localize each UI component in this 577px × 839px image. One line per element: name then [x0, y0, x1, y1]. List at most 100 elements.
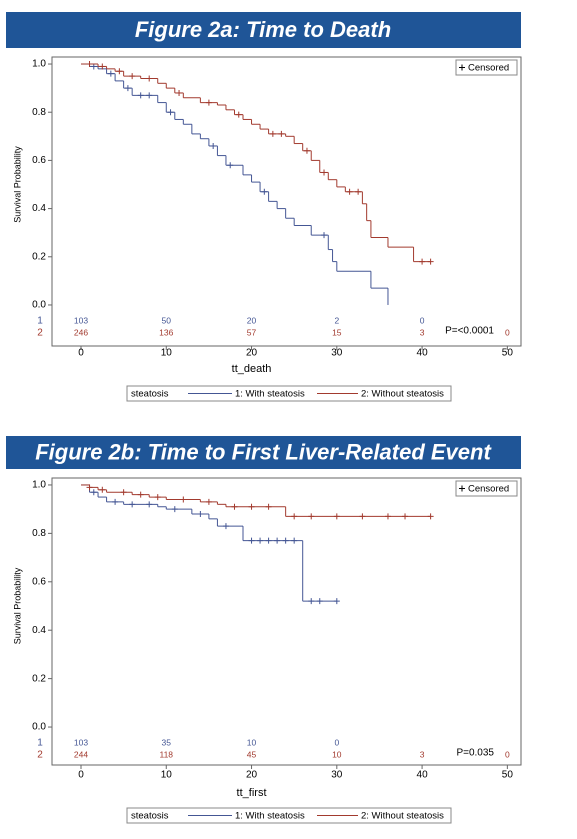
x-axis-label: tt_first: [237, 787, 267, 799]
legend-label: 2: Without steatosis: [361, 811, 444, 822]
censor-mark: [355, 188, 362, 195]
censor-mark: [227, 162, 234, 169]
y-tick-label: 0.0: [32, 300, 46, 311]
censor-mark: [384, 513, 391, 520]
x-tick-label: 50: [502, 348, 514, 359]
y-tick-label: 0.0: [32, 722, 46, 733]
risk-row-label: 1: [37, 738, 43, 749]
censor-mark: [291, 513, 298, 520]
censor-mark: [112, 498, 119, 505]
risk-row-label: 2: [37, 750, 43, 761]
at-risk-count: 57: [247, 327, 257, 337]
censored-legend-symbol: [459, 485, 465, 492]
x-tick-label: 30: [331, 770, 343, 781]
censor-mark: [308, 598, 315, 605]
censor-mark: [129, 501, 136, 508]
censor-mark: [99, 63, 106, 70]
p-value: P=<0.0001: [445, 326, 494, 337]
legend-label: 1: With steatosis: [235, 389, 305, 400]
at-risk-count: 118: [159, 749, 173, 759]
censored-legend-box: [455, 480, 518, 497]
censor-mark: [321, 169, 328, 176]
chart-title: Figure 2b: Time to First Liver-Related E…: [35, 439, 492, 464]
censor-mark: [197, 511, 204, 518]
censor-mark: [90, 489, 97, 496]
censored-legend-label: Censored: [468, 63, 509, 74]
censor-mark: [222, 523, 229, 530]
at-risk-count: 136: [159, 327, 173, 337]
censor-mark: [257, 537, 264, 544]
censor-mark: [427, 258, 434, 265]
censor-mark: [171, 506, 178, 513]
risk-row-label: 2: [37, 328, 43, 339]
at-risk-count: 103: [74, 737, 88, 747]
plot-frame: [51, 477, 522, 766]
at-risk-count: 103: [74, 315, 88, 325]
plot-frame: [51, 56, 522, 347]
x-tick-label: 0: [78, 348, 84, 359]
x-tick-label: 50: [502, 770, 514, 781]
censor-mark: [333, 513, 340, 520]
censor-mark: [235, 111, 242, 118]
censor-mark: [205, 99, 212, 106]
censor-mark: [303, 147, 310, 154]
at-risk-count: 0: [505, 327, 510, 337]
legend-box: [126, 807, 452, 824]
p-value: P=0.035: [456, 748, 494, 759]
at-risk-count: 244: [74, 749, 88, 759]
censor-mark: [124, 85, 131, 92]
censor-mark: [261, 188, 268, 195]
at-risk-count: 3: [420, 749, 425, 759]
y-tick-label: 0.4: [32, 625, 46, 636]
censor-mark: [210, 142, 217, 149]
y-axis-label: Survival Probability: [12, 567, 22, 644]
censor-mark: [231, 503, 238, 510]
legend-box: [126, 385, 452, 402]
y-tick-label: 0.2: [32, 251, 46, 262]
y-tick-label: 0.2: [32, 673, 46, 684]
censor-mark: [282, 537, 289, 544]
x-tick-label: 40: [417, 770, 429, 781]
risk-row-label: 1: [37, 316, 43, 327]
legend-label: 2: Without steatosis: [361, 389, 444, 400]
censor-mark: [248, 537, 255, 544]
y-tick-label: 1.0: [32, 480, 46, 491]
x-tick-label: 0: [78, 770, 84, 781]
censor-mark: [146, 92, 153, 99]
legend-title: steatosis: [131, 811, 169, 822]
title-banner: [6, 12, 521, 48]
at-risk-count: 0: [505, 749, 510, 759]
censor-mark: [248, 503, 255, 510]
censor-mark: [427, 513, 434, 520]
chart-title: Figure 2a: Time to Death: [135, 17, 391, 42]
censor-mark: [205, 498, 212, 505]
at-risk-count: 3: [420, 327, 425, 337]
censor-mark: [180, 496, 187, 503]
x-tick-label: 40: [417, 348, 429, 359]
x-axis-label: tt_death: [232, 363, 272, 375]
y-tick-label: 0.4: [32, 203, 46, 214]
censor-mark: [346, 188, 353, 195]
at-risk-count: 50: [162, 315, 172, 325]
at-risk-count: 0: [334, 737, 339, 747]
at-risk-count: 0: [420, 315, 425, 325]
censor-mark: [116, 68, 123, 75]
censor-mark: [120, 489, 127, 496]
censored-legend-symbol: [459, 64, 465, 71]
x-tick-label: 10: [161, 770, 173, 781]
title-banner: [6, 436, 521, 469]
x-tick-label: 20: [246, 348, 258, 359]
censor-mark: [265, 503, 272, 510]
censor-mark: [316, 598, 323, 605]
y-axis-label: Survival Probability: [12, 146, 22, 223]
censor-mark: [402, 513, 409, 520]
legend-title: steatosis: [131, 389, 169, 400]
censored-legend-label: Censored: [468, 484, 509, 495]
censor-mark: [359, 513, 366, 520]
censor-mark: [269, 130, 276, 137]
censor-mark: [137, 92, 144, 99]
y-tick-label: 0.8: [32, 528, 46, 539]
at-risk-count: 2: [334, 315, 339, 325]
censor-mark: [146, 501, 153, 508]
x-tick-label: 30: [331, 348, 343, 359]
